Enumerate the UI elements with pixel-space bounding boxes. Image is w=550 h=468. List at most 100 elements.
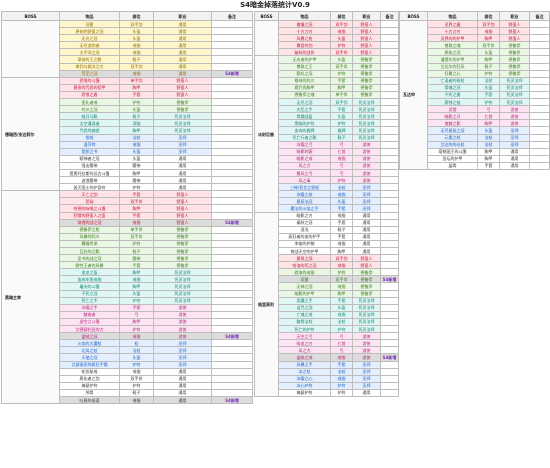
item-name: 颅骨 [59,388,120,397]
item-class: 死灵法师 [352,105,381,114]
item-slot: 戒指 [477,27,500,36]
item-class: 死灵法师 [352,126,381,135]
table-row: 十方刀刃 戒指 野蛮人 [255,27,399,36]
table-row: 艾达尔的狂风 鞋子 德鲁伊 [400,62,550,71]
item-note [529,19,550,29]
item-class: 死灵法师 [499,83,530,92]
item-slot: 鞋子 [119,246,154,256]
item-name: 冰霜之手 [59,303,120,312]
drop-table-2: BOSS 物品 部位 职业 备注 傲慢之冠 双手剑 野蛮人 十方刀刃 戒指 野蛮人 风暴之枪 头盔 野蛮人… [254,11,399,397]
table-row: 死亡之手 护符 死灵法师 [2,296,253,305]
header-job: 职业 [499,11,530,21]
table-row: 毁灭国土的护身符 护符 通用 [2,183,253,192]
item-class: 巫师 [352,367,381,376]
table-row: 潘提尔的护甲 胸甲 德鲁伊 [400,55,550,64]
item-name: 魅惑者 [59,310,120,319]
table-row: 狂暴之心 护符 德鲁伊 [400,69,550,78]
item-class: 通用 [153,34,212,43]
item-name: 灵猎 [427,105,478,114]
item-note [529,34,550,43]
table-row: 暴躁传承 护符 德鲁伊 [2,239,253,249]
item-name: 原始之冠 [427,48,478,57]
item-note [529,105,550,114]
item-name: 格林的利爪 [278,76,331,85]
item-slot: 戒指 [119,367,154,376]
item-name: 混沌 [278,225,331,234]
item-name: 吸血之刃 [278,339,331,348]
item-name: 鬼魅之影 [427,119,478,128]
item-note [380,211,399,220]
item-note [380,105,399,114]
item-slot: 匕首 [330,339,353,348]
item-class: 通用 [153,374,212,383]
item-class: 游侠 [153,317,212,327]
item-slot: 手套 [330,360,353,369]
item-note [529,48,550,57]
item-note [380,303,399,312]
item-name: 灵界的的护甲 [427,34,478,43]
table-row: 艾达的的长杖 法杖 巫师 [400,140,550,149]
item-name: 风暴之枪 [278,34,331,43]
boss-name: 瓦达申 [399,20,428,170]
item-note [211,254,253,263]
item-note [529,133,550,142]
item-class: 游侠 [153,332,212,341]
item-class: 通用 [153,381,212,390]
item-note [380,112,399,121]
item-slot: 双手剑 [119,19,154,29]
item-note [380,48,399,57]
item-slot: 法杖 [119,133,154,142]
table-row: 风暴的利爪 双手斧 德鲁伊 [2,232,253,241]
table-row: 暗月马靴 鞋子 死灵法师 [2,112,253,121]
item-name: 风之毒 [278,176,331,185]
item-name: 风之力 [278,161,331,170]
table-row: 利爪之冠 头盔 德鲁伊 [2,105,253,114]
item-class: 巫师 [153,339,212,348]
header-part: 部位 [119,11,154,21]
item-class: 巫师 [153,140,212,149]
item-note [211,112,253,121]
item-slot: 法杖 [477,133,500,142]
item-name: 腐蚀之链 [427,98,478,107]
item-name: 铁战天空的护甲 [278,246,331,256]
item-slot: 胸甲 [477,34,500,43]
item-note [211,140,253,149]
item-slot: 戒指 [119,48,154,57]
item-note [380,147,399,156]
item-name: 狩猎的野蛮人之盔 [59,211,120,220]
item-name: 暴风之弓 [278,168,331,178]
item-class: 野蛮人 [352,261,381,270]
item-class: 巫师 [352,381,381,390]
header-row: BOSS 物品 部位 职业 备注 [1,11,253,21]
item-name: 黄泉之冠 [278,254,331,263]
item-slot: 手套 [330,296,353,305]
item-slot: 戒指 [119,140,154,149]
item-name: 波浪腰带 [59,176,120,185]
item-note [380,346,399,355]
item-note [380,176,399,185]
item-note [380,197,399,206]
item-slot: 戒指 [330,282,353,291]
boss-name: 德瑞西/安达莉尔 [1,76,60,192]
item-slot: 匕首 [330,147,353,156]
item-slot: 护符 [477,69,500,78]
item-name: 暗影之戒 [278,154,331,163]
item-class: 游侠 [352,346,381,355]
item-class: 通用 [352,246,381,256]
table-row: 冠冕 双手剑 通用 [1,19,253,78]
item-note [211,197,253,206]
item-slot: 弓 [330,161,353,170]
item-note [380,168,399,178]
table-row: 暗影刺客 匕首 游侠 [255,147,399,156]
item-name: 冰之杖 [278,367,331,376]
item-class: 通用 [352,232,381,241]
item-class: 巫师 [352,360,381,369]
item-slot: 护符 [330,41,353,50]
item-slot: 双手剑 [119,62,154,71]
item-note [380,27,399,36]
item-name: 灭亡之剑 [59,190,120,199]
table-row: 哈洛的死之冠 戒指 野蛮人 [255,261,399,270]
item-note [380,119,399,128]
item-note [380,254,399,263]
item-class: 死灵法师 [499,76,530,85]
